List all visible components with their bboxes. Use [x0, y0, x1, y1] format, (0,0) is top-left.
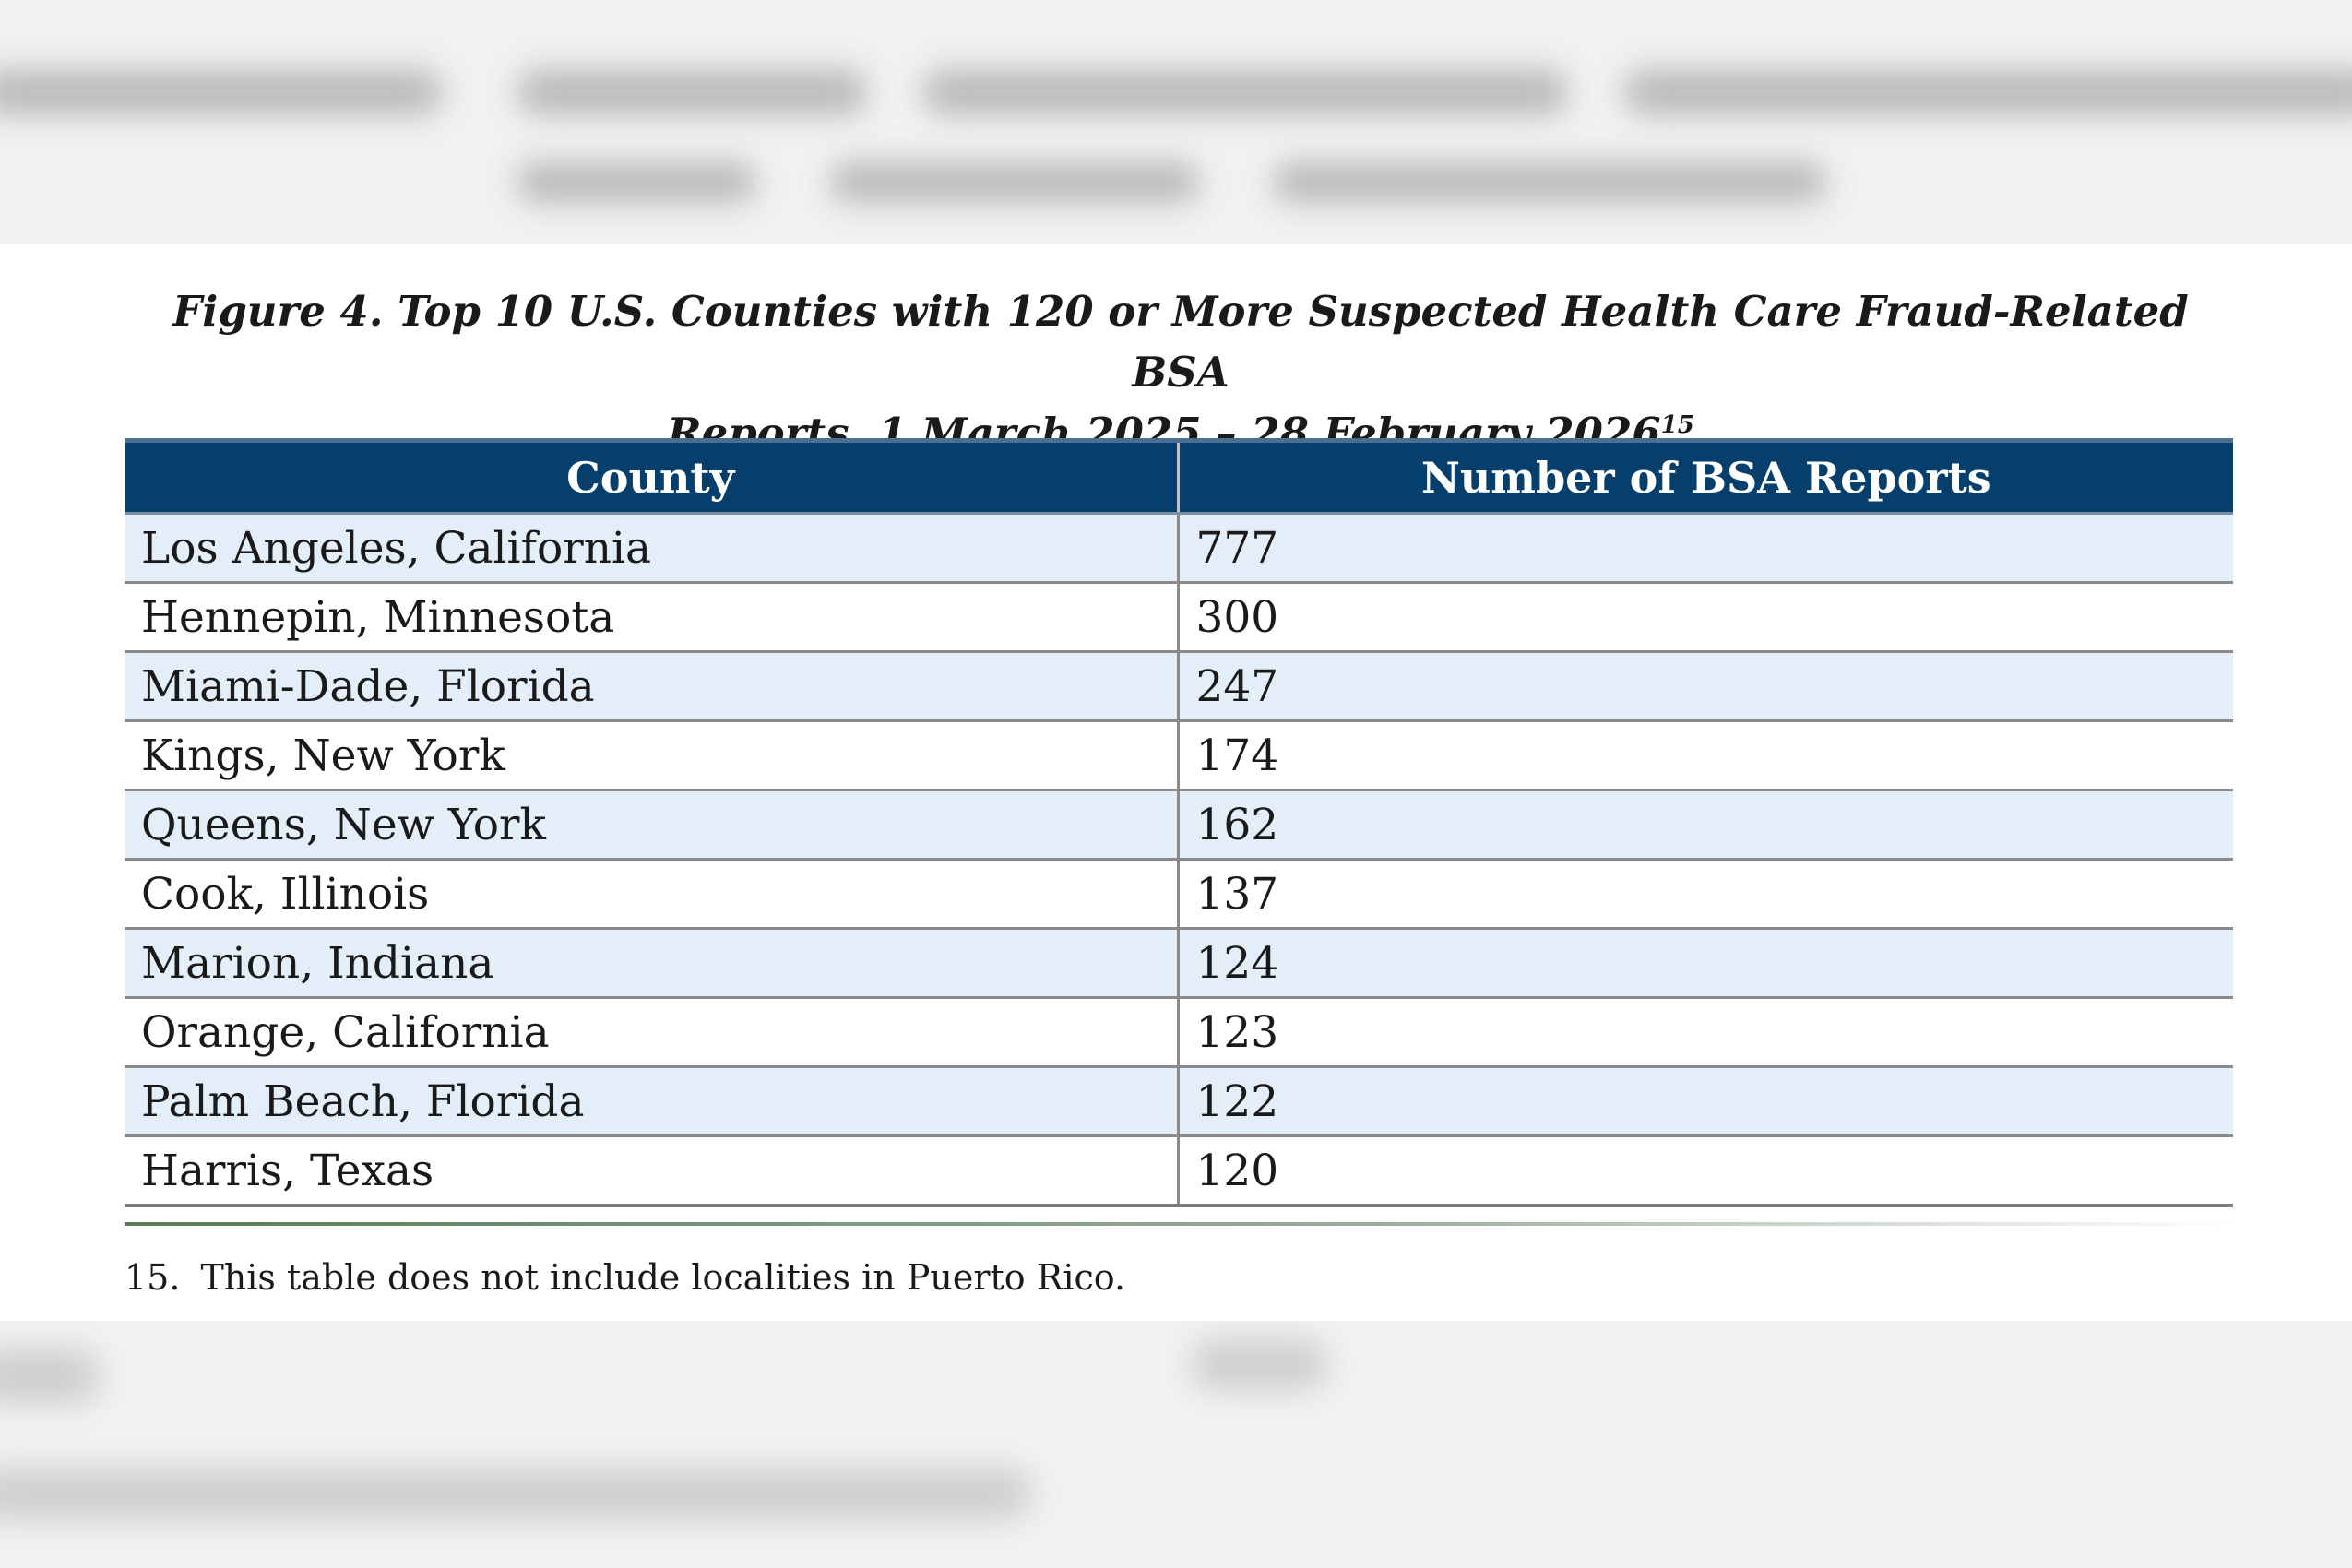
county-cell: Palm Beach, Florida [125, 1066, 1178, 1137]
report-count-cell: 123 [1176, 997, 2233, 1068]
footnote-reference: 15 [1660, 411, 1694, 439]
report-count-cell: 174 [1176, 720, 2233, 791]
table-row: Orange, California 123 [125, 997, 2233, 1068]
report-count-cell: 124 [1176, 928, 2233, 999]
table-header-row: County Number of BSA Reports [125, 438, 2233, 515]
county-cell: Orange, California [125, 997, 1178, 1068]
report-count-cell: 300 [1176, 582, 2233, 653]
report-count-cell: 137 [1176, 859, 2233, 930]
figure-title: Figure 4. Top 10 U.S. Counties with 120 … [125, 281, 2237, 464]
table-row: Palm Beach, Florida 122 [125, 1066, 2233, 1137]
footnote: 15. This table does not include localitie… [125, 1257, 1125, 1298]
table-row: Harris, Texas 120 [125, 1135, 2233, 1207]
report-count-cell: 247 [1176, 651, 2233, 722]
county-cell: Miami-Dade, Florida [125, 651, 1178, 722]
county-cell: Queens, New York [125, 790, 1178, 861]
table-row: Los Angeles, California 777 [125, 513, 2233, 584]
footnote-text: This table does not include localities i… [200, 1257, 1126, 1298]
report-count-cell: 162 [1176, 790, 2233, 861]
blurred-content-top [0, 0, 2352, 244]
table-body: Los Angeles, California 777 Hennepin, Minn… [125, 513, 2233, 1207]
table-row: Cook, Illinois 137 [125, 859, 2233, 930]
report-count-cell: 777 [1176, 513, 2233, 584]
table-row: Marion, Indiana 124 [125, 928, 2233, 999]
table-row: Hennepin, Minnesota 300 [125, 582, 2233, 653]
figure-title-line-1: Figure 4. Top 10 U.S. Counties with 120 … [172, 287, 2189, 397]
county-cell: Los Angeles, California [125, 513, 1178, 584]
footnote-divider [125, 1222, 2237, 1226]
report-count-cell: 120 [1176, 1135, 2233, 1207]
county-cell: Hennepin, Minnesota [125, 582, 1178, 653]
county-cell: Harris, Texas [125, 1135, 1178, 1207]
document-page: Figure 4. Top 10 U.S. Counties with 120 … [0, 244, 2352, 1321]
table-row: Miami-Dade, Florida 247 [125, 651, 2233, 722]
county-cell: Cook, Illinois [125, 859, 1178, 930]
county-cell: Marion, Indiana [125, 928, 1178, 999]
table-row: Kings, New York 174 [125, 720, 2233, 791]
counties-table: County Number of BSA Reports Los Angeles… [125, 438, 2233, 1207]
column-header-county: County [125, 438, 1178, 515]
blurred-content-bottom [0, 1321, 2352, 1568]
column-header-reports: Number of BSA Reports [1176, 438, 2233, 515]
county-cell: Kings, New York [125, 720, 1178, 791]
footnote-number: 15. [125, 1257, 181, 1298]
table-row: Queens, New York 162 [125, 790, 2233, 861]
report-count-cell: 122 [1176, 1066, 2233, 1137]
